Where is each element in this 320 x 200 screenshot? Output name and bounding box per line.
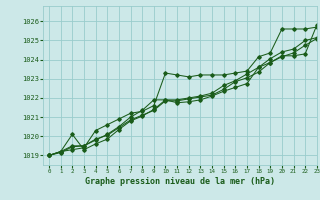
X-axis label: Graphe pression niveau de la mer (hPa): Graphe pression niveau de la mer (hPa) (85, 177, 275, 186)
